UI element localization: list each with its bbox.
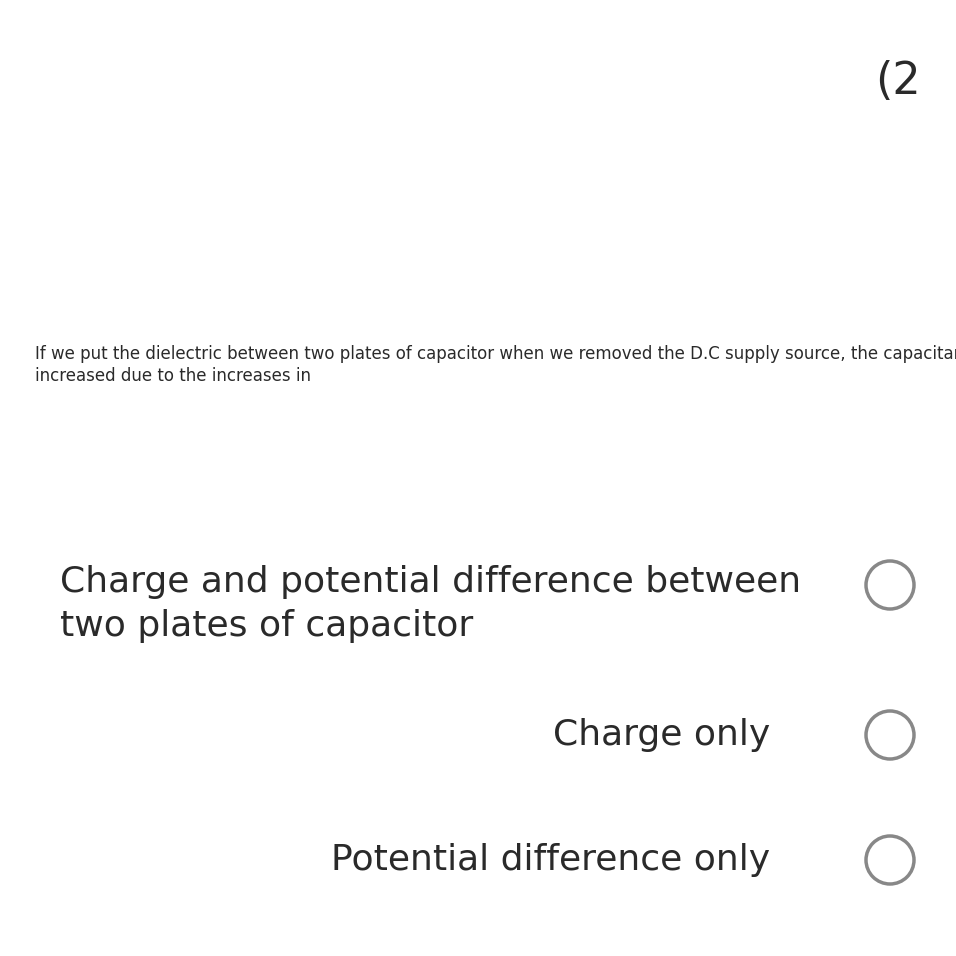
Text: Potential difference only: Potential difference only: [331, 843, 770, 877]
Text: Charge and potential difference between: Charge and potential difference between: [60, 565, 801, 599]
Text: increased due to the increases in: increased due to the increases in: [35, 366, 311, 384]
Text: Charge only: Charge only: [553, 718, 770, 752]
Text: If we put the dielectric between two plates of capacitor when we removed the D.C: If we put the dielectric between two pla…: [35, 345, 956, 363]
Text: two plates of capacitor: two plates of capacitor: [60, 609, 473, 643]
Text: (2: (2: [875, 60, 921, 103]
